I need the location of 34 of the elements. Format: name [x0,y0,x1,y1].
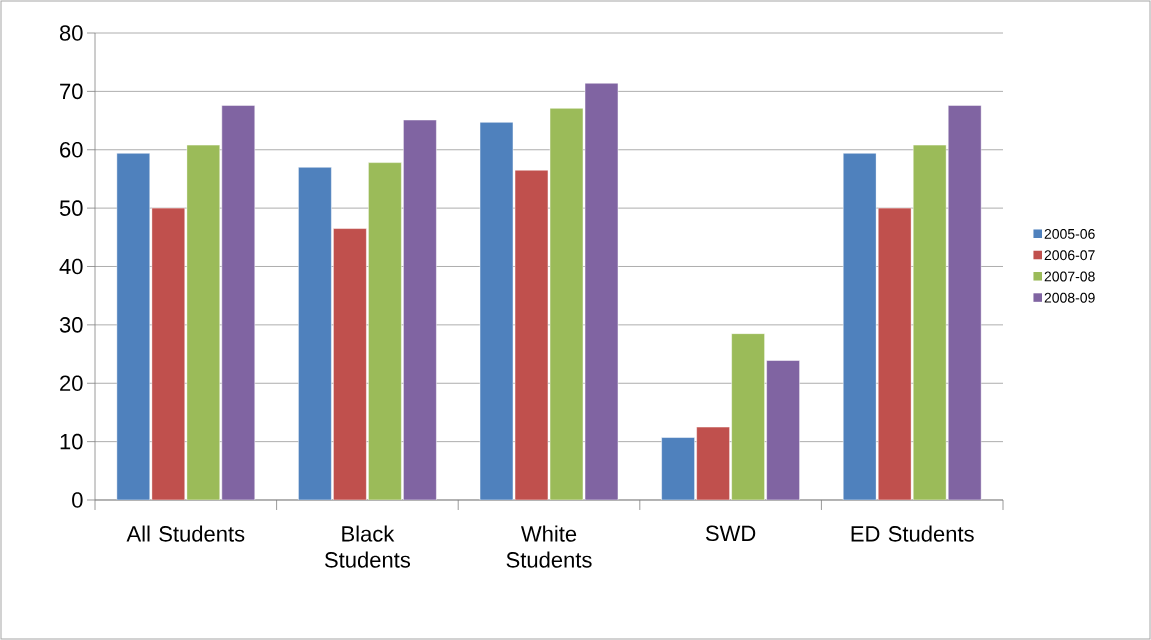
bar [151,207,186,500]
x-tick-label: White Students [506,525,592,568]
y-tick-label: 0 [72,492,83,508]
x-tick-label: Black Students [324,525,411,568]
legend-label: 2006-07 [1044,250,1095,261]
bar [479,122,514,500]
bar [877,207,912,500]
x-tick-label: ED Students [851,525,974,542]
bar [842,153,877,500]
y-tick-label: 30 [59,317,83,333]
x-tick-label: All Students [126,525,245,542]
bar [731,333,765,500]
y-tick-label: 20 [60,375,83,392]
bar [298,167,332,500]
y-tick-label: 10 [60,433,83,450]
legend-label: 2007-08 [1044,271,1095,282]
y-tick-label: 60 [60,141,83,158]
bar [912,144,947,500]
x-tick-label: SWD [705,525,756,542]
bar [186,144,221,500]
y-tick-label: 70 [60,83,83,100]
legend-label: 2008-09 [1044,292,1095,303]
y-tick-label: 40 [59,258,83,275]
bar [947,105,982,500]
legend-label: 2005-06 [1044,228,1095,239]
y-tick-label: 80 [59,25,83,41]
bar [661,437,695,500]
bar [333,228,367,500]
bar [696,426,730,500]
bar [549,108,584,500]
bar [116,153,151,500]
y-tick-label: 50 [59,200,83,216]
bar [368,162,402,500]
bar [514,169,549,500]
